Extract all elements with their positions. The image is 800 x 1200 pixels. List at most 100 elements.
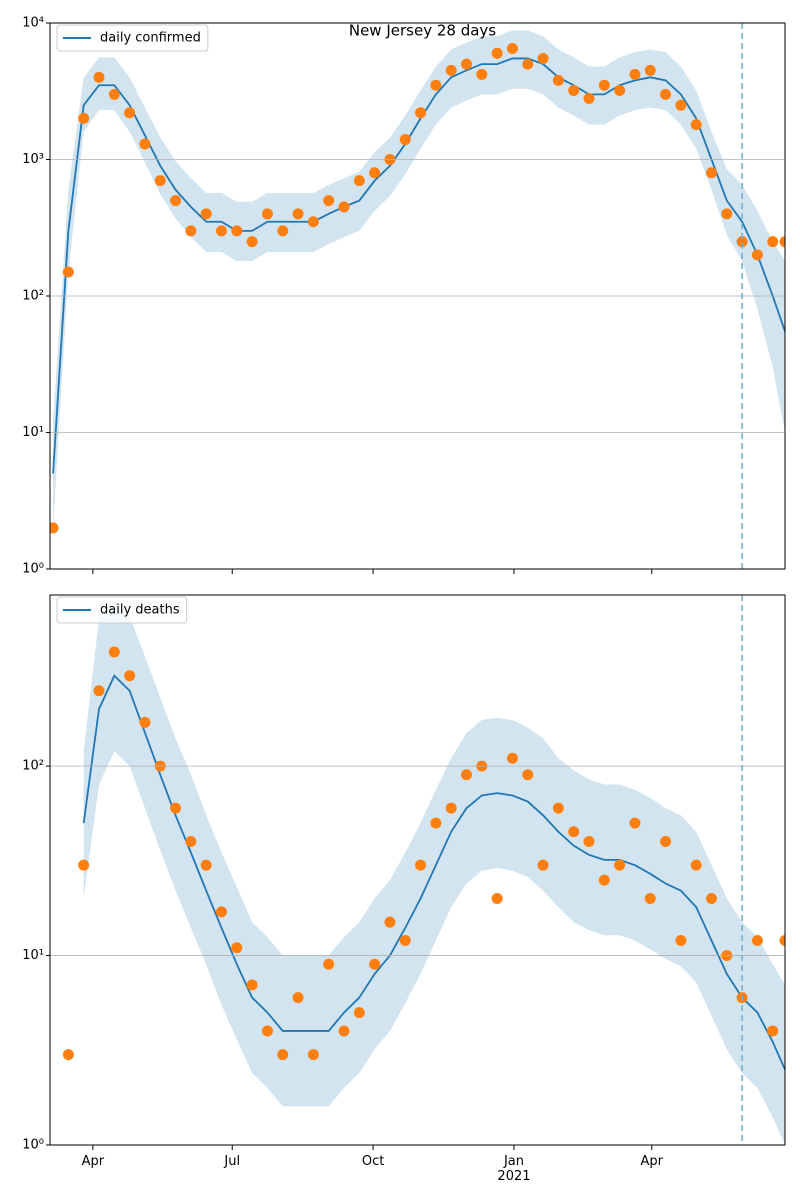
data-point [231,942,243,954]
data-point [62,266,74,278]
data-point [751,935,763,947]
axes-frame [49,594,786,1146]
data-point [675,99,687,111]
data-point [568,826,580,838]
data-point [216,906,227,918]
data-point [644,893,656,905]
data-point [767,236,779,248]
data-point [62,1049,74,1061]
y-tick-label: 10³ [22,152,44,167]
y-tick-label: 10² [22,759,44,774]
data-point [660,835,672,847]
data-point [779,935,785,947]
x-tick-label: Apr [641,1154,664,1169]
data-point [537,52,549,64]
data-point [706,167,717,179]
data-point [154,175,166,187]
plot: 10⁰ 10¹ 10² 10³ 10⁴ New Jersey 28 days daily c… [22,16,786,577]
data-point [445,802,457,814]
data-point [415,859,427,871]
data-point [93,71,105,83]
data-point [583,92,595,104]
data-point [415,107,427,119]
data-point [675,935,687,947]
data-point [139,138,151,150]
data-point [277,225,289,237]
data-point [170,802,182,814]
confidence-band [83,600,785,1145]
data-point [231,225,243,237]
data-point [93,685,105,697]
data-point [430,817,442,829]
line [82,674,785,1070]
legend-box [56,24,209,52]
data-point [491,893,503,905]
data-point [629,68,641,80]
x-tick-label: Oct [362,1154,384,1169]
y-tick-label: 10⁰ [22,1138,44,1153]
x-tick-label: Apr [82,1154,105,1169]
data-point [522,769,534,781]
data-point [185,835,197,847]
data-point [399,935,411,947]
data-point [660,88,672,100]
data-point [246,979,258,991]
data-point [690,119,702,131]
data-point [216,225,227,237]
data-point [277,1049,289,1061]
data-point [369,167,381,179]
data-point [751,249,763,261]
data-point [476,68,488,80]
data-point [170,195,182,207]
data-point [506,752,518,764]
data-point [353,1007,365,1019]
data-point [200,208,212,220]
data-point [292,992,304,1004]
data-point [246,236,258,248]
data-point [323,195,335,207]
confidence-band [53,30,785,528]
legend-label: daily confirmed [100,31,201,46]
data-point [124,670,136,682]
data-point [614,85,626,97]
data-point [522,58,534,70]
data-point [690,859,702,871]
y-tick-label: 10¹ [22,948,44,963]
data-point [736,236,748,248]
data-point [78,112,90,124]
data-point [338,1025,350,1037]
data-point [124,107,136,119]
data-point [779,236,785,248]
legend: daily confirmed [56,24,209,52]
data-point [614,859,626,871]
y-tick-label: 10⁰ [22,562,44,577]
data-point [430,79,442,91]
data-point [292,208,304,220]
data-point [461,58,472,70]
data-point [108,88,120,100]
legend-label: daily deaths [100,603,180,618]
chart-title: New Jersey 28 days [349,22,496,40]
data-point [338,201,350,213]
x-tick-label: Jan 2021 [497,1154,530,1184]
data-point [50,522,59,534]
data-point [598,874,610,886]
data-point [445,64,457,76]
data-point [706,893,717,905]
y-tick-label: 10² [22,289,44,304]
data-point [307,1049,319,1061]
data-point [323,958,335,970]
plot-area [50,30,785,534]
data-point [537,859,549,871]
data-point [721,208,733,220]
data-point [261,208,273,220]
data-point [108,646,120,658]
data-point [552,802,564,814]
plot: 10⁰ 10¹ 10² Apr Jul Oct Jan 2021 Apr daily deaths [22,594,786,1184]
data-point [307,216,319,228]
line [52,57,785,474]
data-point [369,958,381,970]
data-point [78,859,90,871]
data-point [384,916,396,928]
